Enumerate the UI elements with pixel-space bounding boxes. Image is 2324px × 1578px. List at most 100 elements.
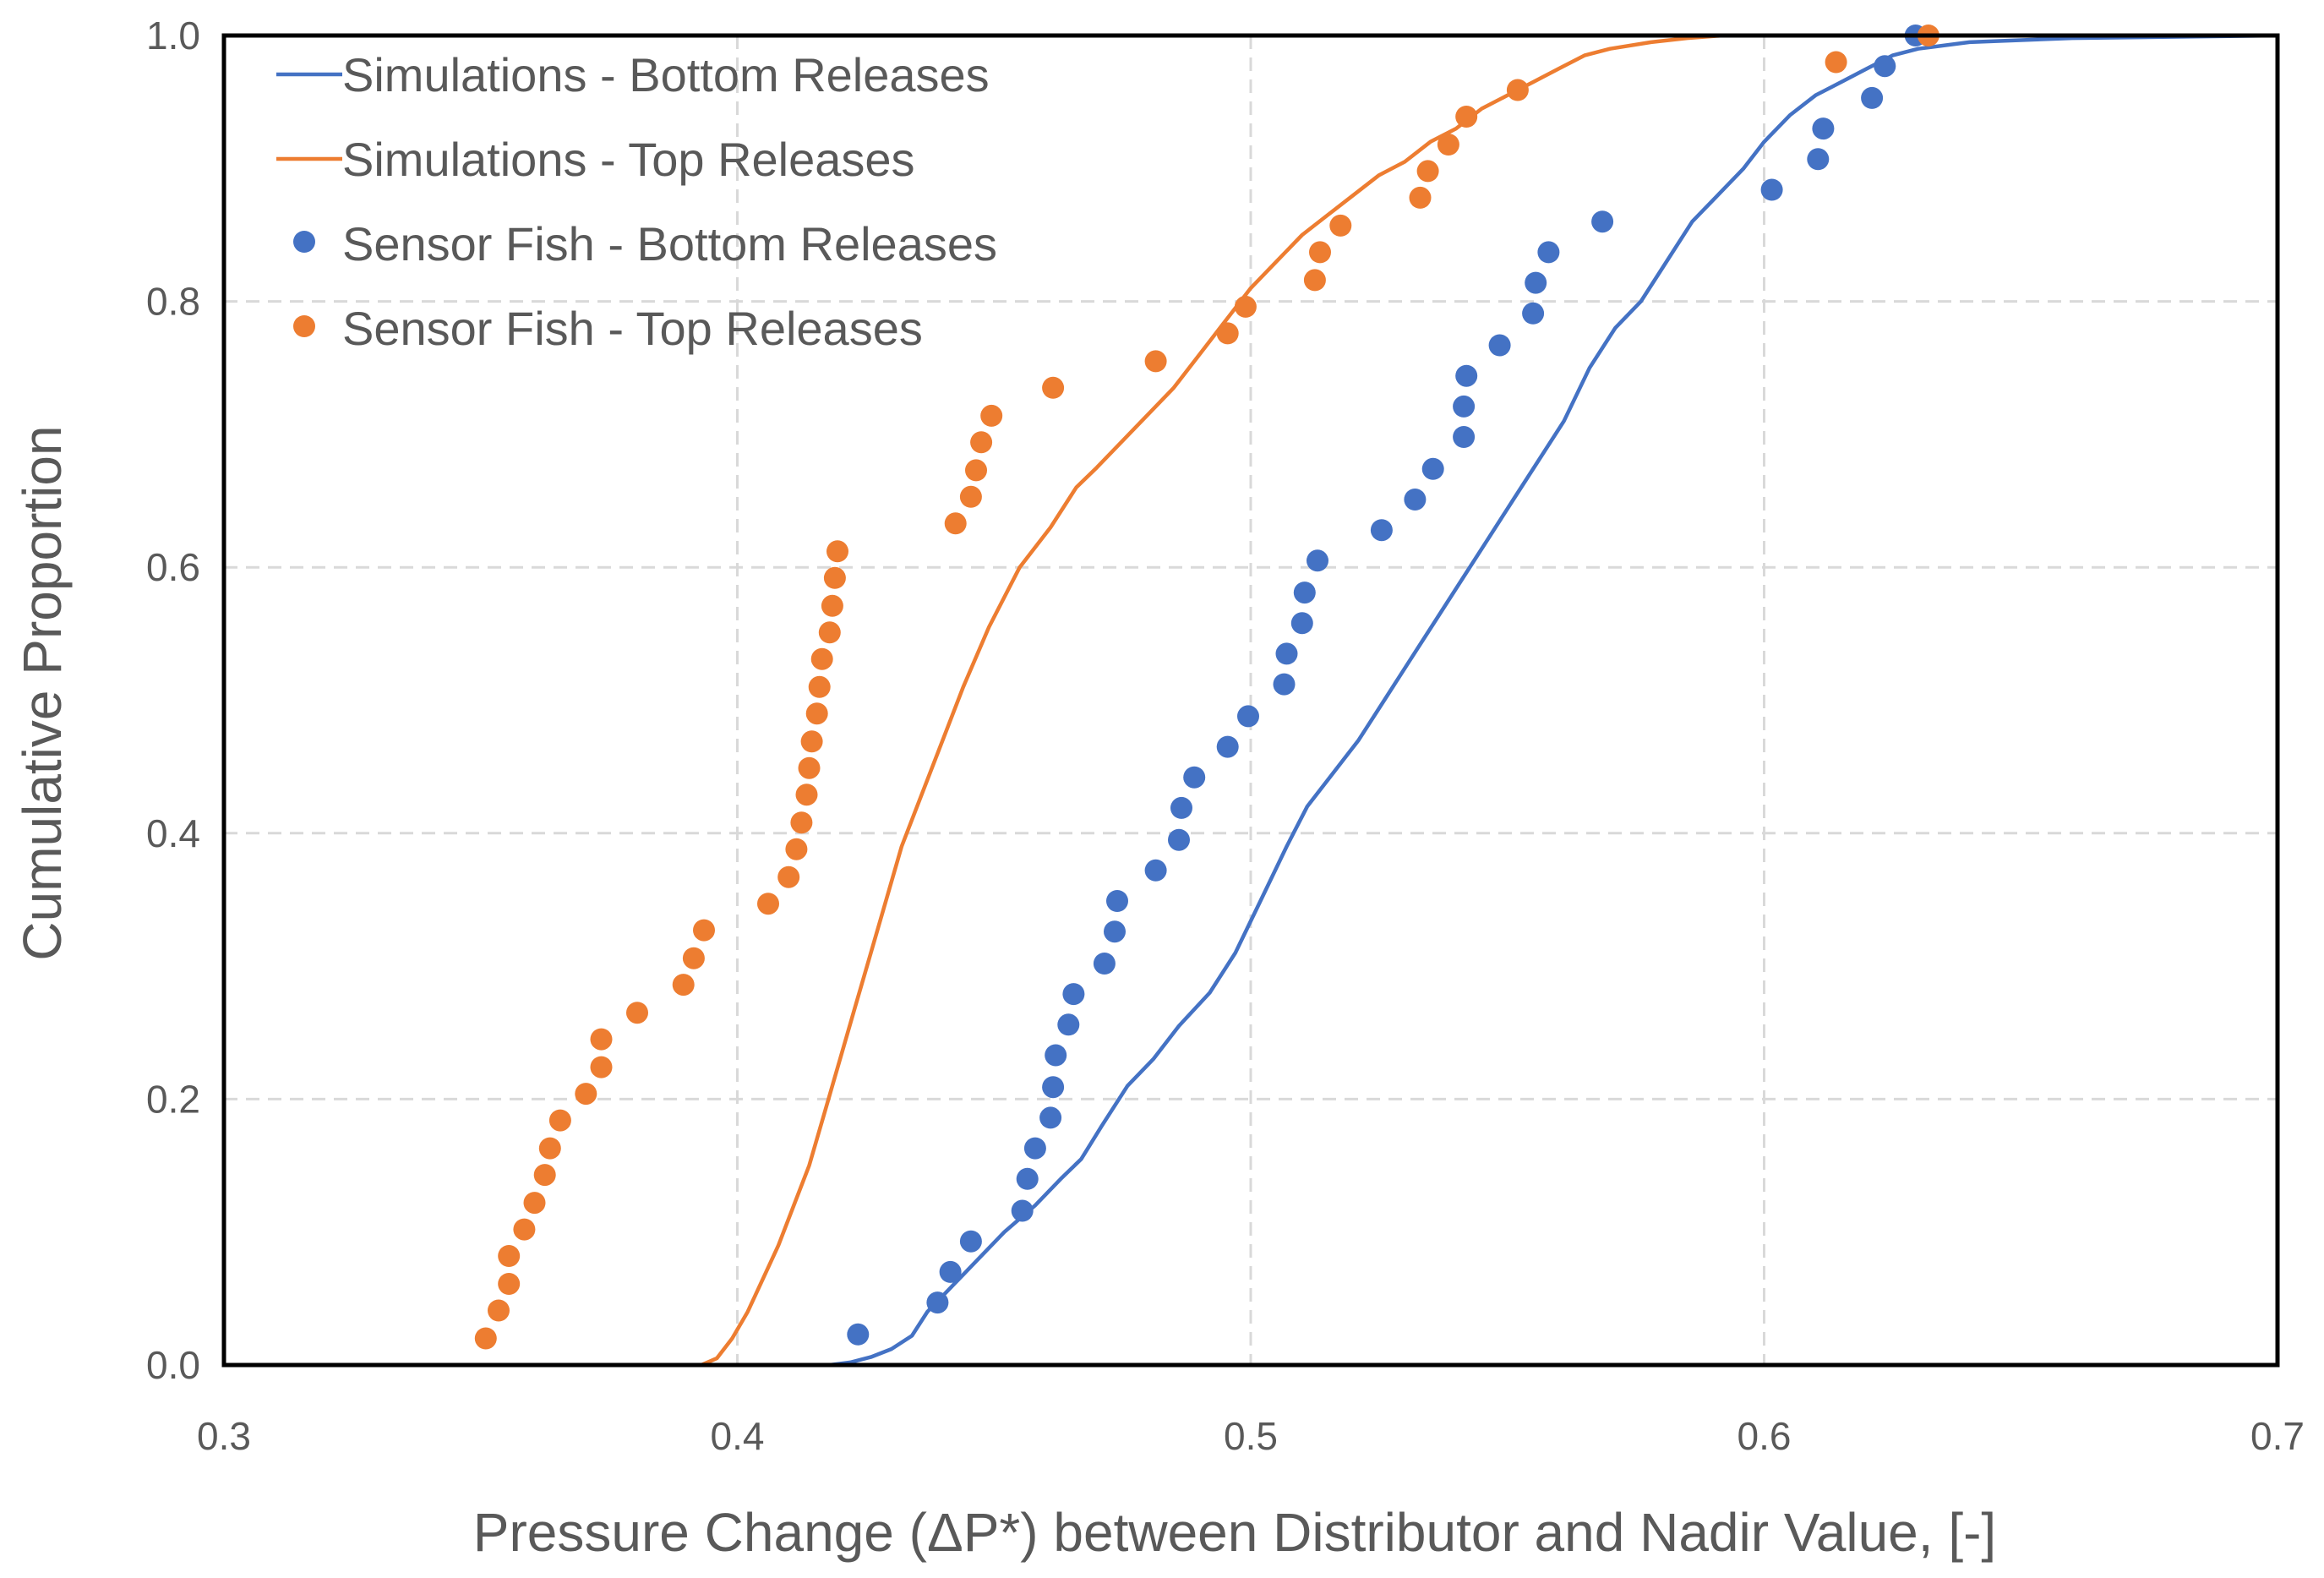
sensor-fish-bottom-releases-point bbox=[939, 1260, 962, 1283]
sensor-fish-top-releases-point bbox=[498, 1245, 521, 1267]
sensor-fish-top-releases-point bbox=[548, 1109, 571, 1132]
sensor-fish-bottom-releases-point bbox=[1275, 642, 1298, 665]
sensor-fish-bottom-releases-point bbox=[1421, 457, 1444, 480]
sensor-fish-top-releases-point bbox=[693, 919, 715, 942]
legend-item-sensor-fish-bottom-releases: Sensor Fish - Bottom Releases bbox=[293, 217, 997, 270]
sensor-fish-top-releases-point bbox=[790, 811, 813, 834]
x-tick-label: 0.5 bbox=[1224, 1414, 1278, 1458]
sensor-fish-bottom-releases-point bbox=[1057, 1013, 1080, 1036]
sensor-fish-bottom-releases-point bbox=[926, 1291, 949, 1314]
sensor-fish-top-releases-point bbox=[498, 1273, 521, 1295]
y-tick-label: 0.2 bbox=[146, 1077, 200, 1121]
y-tick-label: 1.0 bbox=[146, 14, 200, 57]
sensor-fish-bottom-releases-point bbox=[1807, 148, 1830, 171]
sensor-fish-bottom-releases-point bbox=[1290, 612, 1313, 635]
sensor-fish-top-releases-point bbox=[970, 431, 993, 454]
sensor-fish-bottom-releases-point bbox=[1591, 210, 1614, 233]
legend-swatch-marker bbox=[293, 231, 315, 253]
legend-item-simulations-bottom-releases: Simulations - Bottom Releases bbox=[276, 48, 990, 101]
sensor-fish-top-releases-point bbox=[590, 1056, 613, 1078]
x-tick-label: 0.4 bbox=[711, 1414, 765, 1458]
legend: Simulations - Bottom Releases Simulations… bbox=[276, 48, 997, 355]
sensor-fish-top-releases-point bbox=[1144, 350, 1167, 373]
sensor-fish-bottom-releases-point bbox=[1455, 364, 1478, 387]
sensor-fish-top-releases-point bbox=[1309, 241, 1331, 264]
legend-swatch-marker bbox=[293, 315, 315, 337]
sensor-fish-top-releases-point bbox=[523, 1192, 546, 1215]
sensor-fish-top-releases-point bbox=[1416, 160, 1439, 183]
sensor-fish-bottom-releases-point bbox=[1170, 796, 1192, 819]
y-tick-label: 0.0 bbox=[146, 1343, 200, 1387]
legend-item-simulations-top-releases: Simulations - Top Releases bbox=[276, 133, 915, 186]
sensor-fish-bottom-releases-point bbox=[1453, 426, 1476, 448]
sensor-fish-bottom-releases-point bbox=[1042, 1076, 1065, 1099]
sensor-fish-top-releases-point bbox=[474, 1327, 497, 1350]
sensor-fish-top-releases-point bbox=[810, 647, 833, 670]
sensor-fish-bottom-releases-point bbox=[1106, 890, 1128, 912]
sensor-fish-bottom-releases-point bbox=[1183, 766, 1206, 789]
sensor-fish-top-releases-point bbox=[1216, 322, 1239, 345]
sensor-fish-bottom-releases-point bbox=[1760, 178, 1783, 201]
sensor-fish-bottom-releases-point bbox=[1216, 735, 1239, 758]
sensor-fish-top-releases-point bbox=[808, 675, 831, 698]
sensor-fish-bottom-releases-point bbox=[1293, 582, 1316, 604]
sensor-fish-top-releases-point bbox=[1825, 51, 1847, 74]
sensor-fish-top-releases-point bbox=[826, 540, 848, 563]
y-axis-title: Cumulative Proportion bbox=[12, 425, 73, 960]
sensor-fish-top-releases-point bbox=[944, 512, 967, 535]
sensor-fish-top-releases-point bbox=[777, 865, 800, 888]
sensor-fish-top-releases-point bbox=[757, 893, 779, 915]
sensor-fish-bottom-releases-point bbox=[1093, 953, 1116, 975]
sensor-fish-top-releases-point bbox=[682, 947, 705, 969]
sensor-fish-top-releases-point bbox=[1455, 106, 1478, 128]
sensor-fish-top-releases-point bbox=[1042, 376, 1065, 399]
sensor-fish-top-releases-point bbox=[1409, 186, 1432, 209]
sensor-fish-top-releases-point bbox=[575, 1083, 597, 1106]
sensor-fish-top-releases-point bbox=[798, 756, 821, 779]
grid-lines bbox=[224, 35, 2278, 1365]
sensor-fish-bottom-releases-point bbox=[1273, 673, 1296, 696]
sensor-fish-top-releases-point bbox=[533, 1164, 556, 1187]
sensor-fish-top-releases-point bbox=[538, 1137, 561, 1160]
sensor-fish-top-releases-point bbox=[672, 974, 695, 996]
sensor-fish-top-releases-point bbox=[626, 1002, 648, 1024]
sensor-fish-bottom-releases-point bbox=[1525, 271, 1547, 294]
sensor-fish-top-releases-point bbox=[1234, 295, 1257, 318]
sensor-fish-bottom-releases-point bbox=[959, 1230, 982, 1253]
x-tick-label: 0.7 bbox=[2250, 1414, 2305, 1458]
sensor-fish-top-releases-point bbox=[1437, 134, 1459, 156]
sensor-fish-bottom-releases-point bbox=[1016, 1167, 1039, 1190]
legend-label: Sensor Fish - Top Releases bbox=[342, 302, 923, 355]
sensor-fish-bottom-releases-point bbox=[1453, 395, 1476, 418]
sensor-fish-bottom-releases-point bbox=[1861, 86, 1884, 109]
y-tick-label: 0.6 bbox=[146, 545, 200, 589]
legend-label: Sensor Fish - Bottom Releases bbox=[342, 217, 997, 270]
sensor-fish-top-releases-point bbox=[805, 702, 828, 725]
sensor-fish-top-releases-point bbox=[965, 459, 987, 482]
plot-frame bbox=[221, 33, 2280, 1368]
sensor-fish-bottom-releases-point bbox=[1404, 489, 1427, 511]
legend-label: Simulations - Top Releases bbox=[342, 133, 915, 186]
sensor-fish-top-releases-point bbox=[1506, 79, 1529, 101]
simulations-bottom-releases-line bbox=[809, 33, 2278, 1368]
sensor-fish-bottom-releases-point bbox=[1104, 920, 1126, 943]
simulations-top-releases-line bbox=[665, 33, 1724, 1368]
sensor-fish-bottom-releases-point bbox=[1488, 334, 1511, 357]
series-layer bbox=[474, 25, 2278, 1368]
sensor-fish-bottom-releases-point bbox=[1237, 705, 1259, 728]
sensor-fish-bottom-releases-point bbox=[1307, 549, 1328, 572]
x-tick-label: 0.3 bbox=[197, 1414, 251, 1458]
sensor-fish-top-releases-point bbox=[513, 1218, 536, 1241]
sensor-fish-top-releases-point bbox=[785, 838, 808, 860]
sensor-fish-bottom-releases-point bbox=[1812, 117, 1835, 140]
y-tick-label: 0.8 bbox=[146, 280, 200, 324]
sensor-fish-top-releases-point bbox=[795, 784, 818, 806]
sensor-fish-top-releases-point bbox=[980, 404, 1003, 427]
sensor-fish-top-releases-point bbox=[818, 621, 841, 644]
sensor-fish-bottom-releases-point bbox=[1039, 1106, 1062, 1129]
sensor-fish-top-releases-point bbox=[488, 1299, 510, 1322]
legend-label: Simulations - Bottom Releases bbox=[342, 48, 990, 101]
sensor-fish-top-releases-point bbox=[821, 594, 843, 617]
